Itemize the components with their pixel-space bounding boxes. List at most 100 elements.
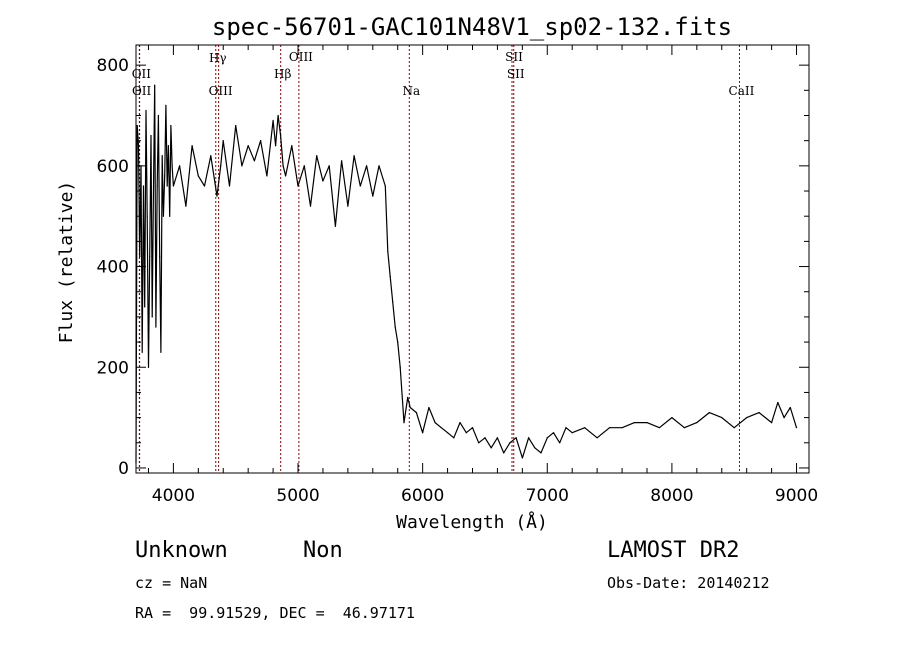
x-tick-label: 6000 <box>401 486 444 506</box>
data-point <box>399 366 401 368</box>
data-point <box>322 180 324 182</box>
data-point <box>291 145 293 147</box>
data-point <box>459 422 461 424</box>
data-point <box>235 124 237 127</box>
data-point <box>146 215 148 217</box>
data-point <box>407 396 409 399</box>
data-point <box>565 427 567 429</box>
data-point <box>150 135 152 137</box>
data-point <box>484 437 486 439</box>
data-point <box>282 165 284 167</box>
plot-frame <box>135 44 810 474</box>
data-point <box>179 165 181 167</box>
spectrum-line <box>135 84 798 463</box>
data-point <box>403 422 405 424</box>
data-point <box>172 185 174 187</box>
data-point <box>708 411 710 414</box>
y-tick-label: 200 <box>97 358 129 378</box>
data-point <box>446 432 449 434</box>
data-point <box>359 185 361 187</box>
data-point <box>222 140 224 142</box>
line-label-sii: SII <box>507 67 525 81</box>
data-point <box>621 427 623 429</box>
data-point <box>758 411 760 414</box>
data-point <box>142 185 145 187</box>
data-point <box>353 155 355 157</box>
data-point <box>159 255 161 258</box>
y-axis-label: Flux (relative) <box>56 181 77 344</box>
data-point <box>139 255 141 258</box>
data-point <box>394 326 396 328</box>
data-point <box>434 422 436 424</box>
data-point <box>185 205 187 207</box>
data-point <box>316 155 318 157</box>
data-point <box>136 124 138 127</box>
data-point <box>328 165 330 167</box>
data-point <box>297 185 299 187</box>
data-point <box>584 427 586 429</box>
data-point <box>795 427 798 429</box>
data-point <box>341 160 343 162</box>
data-point <box>696 422 698 424</box>
data-point <box>197 175 199 177</box>
data-point <box>167 145 170 147</box>
data-point <box>253 160 255 162</box>
data-point <box>274 145 277 147</box>
data-point <box>671 417 673 419</box>
data-point <box>428 406 430 409</box>
data-point <box>521 457 523 459</box>
data-point <box>646 422 648 424</box>
data-point <box>191 145 193 147</box>
data-point <box>279 135 282 137</box>
data-point <box>596 437 598 439</box>
data-point <box>210 155 212 157</box>
data-point <box>303 165 305 167</box>
data-point <box>658 427 661 429</box>
data-point <box>203 185 206 187</box>
data-point <box>509 442 511 444</box>
cz-label: cz = NaN <box>135 574 208 592</box>
data-point <box>552 432 555 434</box>
data-point <box>160 351 162 353</box>
data-point <box>422 432 424 434</box>
data-point <box>387 250 389 253</box>
data-point <box>633 422 636 424</box>
x-tick-label: 8000 <box>650 486 693 506</box>
x-tick-label: 5000 <box>276 486 319 506</box>
data-point <box>771 422 773 424</box>
data-point <box>384 185 386 187</box>
data-point <box>241 165 243 167</box>
data-point <box>490 447 492 449</box>
data-point <box>266 175 268 177</box>
data-point <box>151 316 153 318</box>
data-point <box>165 104 167 107</box>
data-point <box>161 155 163 157</box>
data-point <box>365 165 368 167</box>
data-point <box>141 351 143 353</box>
data-point <box>147 366 150 368</box>
data-point <box>145 109 147 112</box>
data-point <box>166 185 168 187</box>
data-point <box>155 326 157 328</box>
data-point <box>527 437 530 439</box>
data-point <box>260 140 262 142</box>
data-point <box>378 165 380 167</box>
data-point <box>137 145 140 147</box>
data-point <box>162 215 165 217</box>
x-tick-label: 7000 <box>526 486 569 506</box>
data-point <box>397 341 399 343</box>
data-point <box>571 432 573 434</box>
data-point <box>721 417 723 419</box>
data-point <box>746 417 748 419</box>
data-point <box>220 165 222 167</box>
line-label-na: Na <box>402 84 420 98</box>
subclass-label: Non <box>303 538 343 563</box>
data-point <box>409 406 411 409</box>
data-point <box>503 452 505 454</box>
data-point <box>154 84 156 86</box>
data-point <box>559 442 561 444</box>
data-point <box>247 145 249 147</box>
data-point <box>156 185 158 187</box>
